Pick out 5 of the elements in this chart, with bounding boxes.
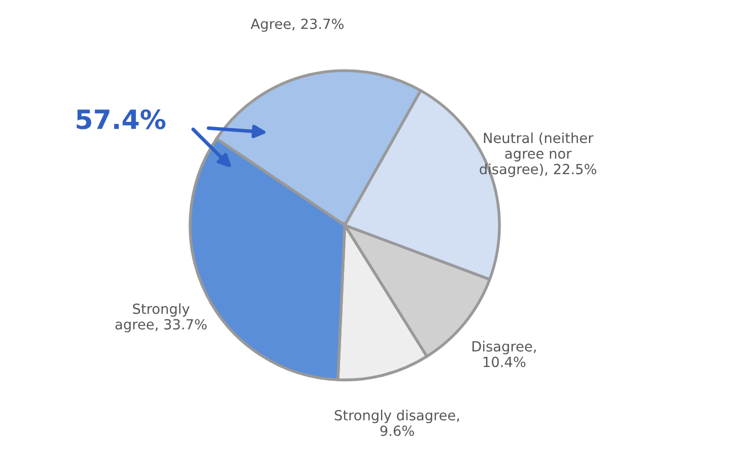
slice-label: Strongly disagree, 9.6% bbox=[334, 410, 459, 436]
slice-label: Strongly agree, 33.7% bbox=[115, 303, 207, 332]
slice-label: Agree, 23.7% bbox=[250, 18, 344, 32]
text: 57.4% bbox=[76, 109, 166, 130]
slice-label: Disagree, 10.4% bbox=[472, 340, 536, 368]
